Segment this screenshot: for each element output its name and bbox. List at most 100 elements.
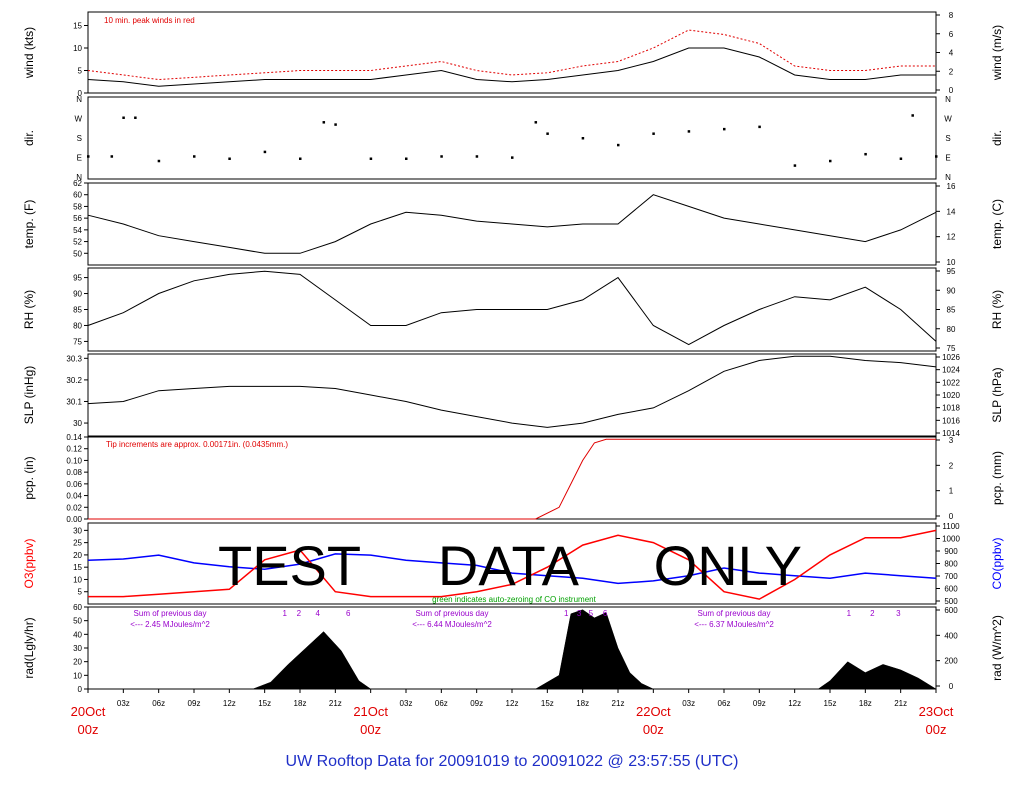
x-tick-label: 15z: [824, 699, 837, 708]
left-tick-label: 50: [73, 617, 82, 626]
x-date-hour: 00z: [926, 722, 947, 737]
day-sum-label: Sum of previous day: [134, 609, 207, 618]
left-tick-label: 10: [73, 44, 82, 53]
panel-rh: 75 80 85 90 95 75 80 85 90 95 RH (%) RH (%): [22, 267, 1004, 353]
right-tick-label: 200: [944, 657, 958, 666]
x-date-label: 21Oct: [353, 704, 388, 719]
right-tick-label: 14: [947, 207, 956, 216]
right-tick-label: 1018: [942, 404, 960, 413]
x-tick-label: 06z: [152, 699, 165, 708]
left-tick-label: 0.08: [66, 468, 82, 477]
right-tick-label: 1026: [942, 353, 960, 362]
right-tick-label: 1000: [942, 535, 960, 544]
direction-point: [369, 157, 373, 160]
x-date-label: 22Oct: [636, 704, 671, 719]
left-tick-label: N: [76, 95, 82, 104]
hour-mark: 4: [315, 609, 320, 618]
left-tick-label: 20: [73, 658, 82, 667]
right-tick-label: 2: [949, 67, 954, 76]
panel-pcp: 0.00 0.02 0.04 0.06 0.08 0.10 0.12 0.14 0 1 2 3 pcp.…: [22, 433, 1004, 524]
direction-point: [546, 132, 549, 135]
y-label-right: pcp. (mm): [990, 451, 1004, 505]
left-tick-label: 60: [73, 603, 82, 612]
right-tick-label: 8: [949, 11, 954, 20]
panel-frame: [87, 436, 937, 520]
left-tick-label: 30: [73, 419, 82, 428]
x-tick-label: 21z: [612, 699, 625, 708]
series-rad: [88, 609, 937, 690]
y-label-left: rad(Lgly/hr): [22, 617, 36, 678]
right-tick-label: E: [945, 154, 950, 163]
right-tick-label: N: [945, 95, 951, 104]
right-tick-label: 0: [949, 512, 954, 521]
left-tick-label: 5: [78, 588, 83, 597]
hour-mark: 1: [564, 609, 569, 618]
right-tick-label: 1100: [942, 522, 960, 531]
wind-annotation: 10 min. peak winds in red: [104, 16, 195, 25]
day-sum-value: <--- 6.37 MJoules/m^2: [694, 620, 774, 629]
left-tick-label: 50: [73, 249, 82, 258]
x-tick-label: 09z: [188, 699, 201, 708]
right-tick-label: 6: [949, 30, 954, 39]
x-tick-label: 21z: [329, 699, 342, 708]
left-tick-label: 30.2: [66, 376, 82, 385]
left-tick-label: 0.04: [66, 492, 82, 501]
y-label-left: wind (kts): [22, 27, 36, 79]
x-tick-label: 09z: [753, 699, 766, 708]
left-tick-label: E: [77, 154, 82, 163]
x-date-label: 20Oct: [71, 704, 106, 719]
left-tick-label: 52: [73, 238, 82, 247]
x-tick-label: 12z: [506, 699, 519, 708]
right-tick-label: 700: [944, 572, 958, 581]
right-tick-label: 600: [944, 606, 958, 615]
series-o3: [88, 529, 937, 600]
x-tick-label: 03z: [117, 699, 130, 708]
direction-point: [110, 155, 114, 158]
x-tick-label: 06z: [718, 699, 731, 708]
direction-point: [322, 121, 326, 124]
panel-frame: [87, 353, 937, 437]
series-wind: [87, 47, 936, 87]
y-label-left: SLP (inHg): [22, 366, 36, 424]
x-date-label: 23Oct: [919, 704, 954, 719]
right-tick-label: 0: [949, 682, 954, 691]
right-tick-label: 1016: [942, 416, 960, 425]
left-tick-label: 54: [73, 226, 82, 235]
x-tick-label: 15z: [258, 699, 271, 708]
panel-frame: [87, 182, 937, 266]
left-tick-label: 0.06: [66, 480, 82, 489]
x-date-hour: 00z: [643, 722, 664, 737]
chart-title: UW Rooftop Data for 20091019 to 20091022…: [286, 753, 739, 770]
y-label-right: rad (W/m^2): [990, 615, 1004, 681]
left-tick-label: 58: [73, 202, 82, 211]
direction-point: [652, 132, 655, 135]
left-tick-label: 10: [73, 575, 82, 584]
series-pcp: [88, 438, 936, 520]
y-label-right: dir.: [990, 130, 1004, 146]
direction-point: [723, 127, 726, 131]
left-tick-label: 30: [73, 526, 82, 535]
hour-mark: 2: [297, 609, 302, 618]
left-tick-label: 30.3: [66, 354, 82, 363]
left-tick-label: 75: [73, 337, 82, 346]
left-tick-label: 5: [78, 67, 83, 76]
y-label-left: pcp. (in): [22, 456, 36, 499]
left-tick-label: 80: [73, 321, 82, 330]
direction-point: [864, 152, 867, 156]
left-tick-label: 0.12: [66, 445, 82, 454]
left-tick-label: 0: [78, 685, 83, 694]
direction-point: [911, 114, 914, 117]
right-tick-label: 16: [947, 182, 956, 191]
direction-point: [134, 116, 137, 119]
direction-point: [87, 155, 90, 158]
direction-point: [534, 121, 538, 124]
direction-point: [122, 116, 125, 119]
direction-point: [405, 157, 408, 160]
panel-frame: [87, 606, 937, 690]
right-tick-label: 80: [947, 325, 956, 334]
left-tick-label: 0.02: [66, 503, 82, 512]
y-label-right: wind (m/s): [990, 25, 1004, 81]
left-tick-label: 30: [73, 644, 82, 653]
left-tick-label: 0.00: [66, 515, 82, 524]
